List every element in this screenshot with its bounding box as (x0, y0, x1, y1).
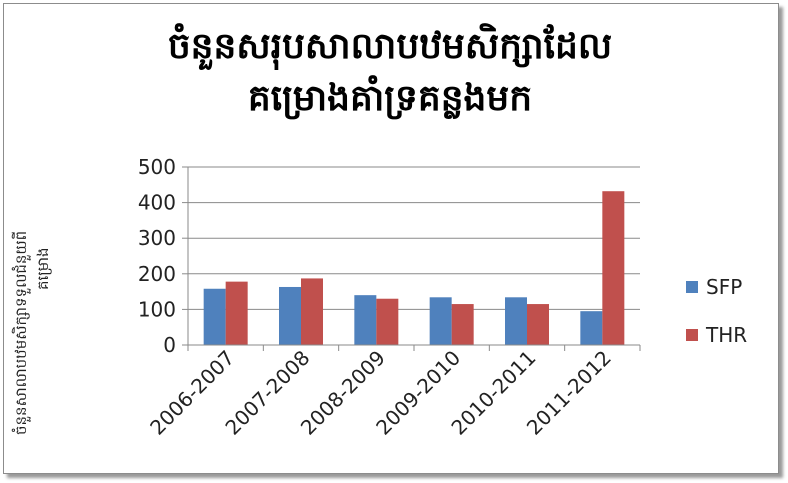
y-tick-label: 100 (138, 297, 176, 321)
bar-thr-2009-2010 (451, 304, 474, 345)
bar-thr-2011-2012 (602, 191, 625, 345)
y-axis-ticks: 0 100 200 300 400 500 (138, 155, 188, 357)
bar-thr-2008-2009 (376, 298, 399, 345)
bar-sfp-2010-2011 (505, 297, 527, 345)
bar-sfp-2011-2012 (580, 311, 603, 345)
bar-sfp-2007-2008 (279, 286, 301, 345)
legend-swatch-sfp (686, 281, 698, 293)
y-tick-label: 0 (163, 333, 176, 357)
legend-label-thr: THR (705, 323, 747, 347)
axes (187, 167, 640, 346)
y-axis-label-line-2: គម្រោង (34, 247, 52, 290)
x-axis-ticks: 2006-20072007-20082008-20092009-20102010… (145, 345, 641, 440)
bar-thr-2006-2007 (225, 281, 248, 345)
y-tick-label: 400 (138, 191, 176, 215)
legend-swatch-thr (686, 329, 698, 341)
chart-title-line-1: ចំនួនសរុបសាលាបឋមសិក្សាដែល (168, 23, 612, 70)
legend-label-sfp: SFP (706, 275, 742, 299)
legend: SFP THR (686, 275, 747, 347)
bar-thr-2010-2011 (527, 304, 549, 345)
bars (203, 191, 625, 345)
bar-thr-2007-2008 (301, 278, 323, 345)
bar-sfp-2008-2009 (354, 295, 377, 345)
chart-title-line-2: គម្រោងគាំទ្រគន្លងមក (248, 75, 532, 120)
bar-sfp-2009-2010 (429, 297, 452, 345)
y-tick-label: 300 (138, 226, 176, 250)
y-axis-label-line-1: ចំនួនសាលាបឋមសិក្សាទទួលជំនួយពី (11, 231, 31, 435)
bar-sfp-2006-2007 (203, 288, 226, 345)
gridlines (188, 166, 640, 310)
y-tick-label: 200 (138, 262, 176, 286)
y-tick-label: 500 (138, 155, 176, 179)
